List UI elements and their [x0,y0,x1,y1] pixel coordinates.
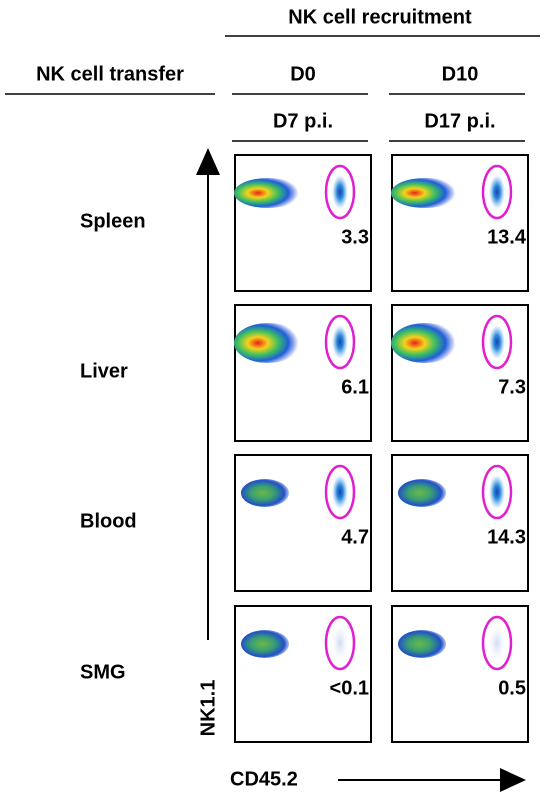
arrow-head [196,148,220,175]
gated-population [332,325,348,359]
gate-value: 4.7 [341,526,369,548]
gated-population [332,175,348,209]
population [398,479,446,507]
gate-value: 14.3 [487,526,526,548]
gate [481,314,513,370]
time-label: D7 p.i. [273,110,333,132]
tissue-label: SMG [80,661,126,683]
plot-frame [391,454,529,592]
gated-population [489,325,505,359]
plot-frame [234,605,372,743]
treatment-label: D10 [442,63,479,85]
time-label: D17 p.i. [424,110,495,132]
recruitment-title: NK cell recruitment [288,6,472,28]
x-axis-label: CD45.2 [230,768,298,790]
gate [481,615,513,671]
gated-population [332,475,348,509]
gated-population [489,475,505,509]
plot-frame [234,154,372,292]
tissue-label: Liver [80,360,128,382]
population [391,178,459,208]
gate-value: 6.1 [341,376,369,398]
population [241,630,289,658]
arrow-head [500,768,526,792]
y-axis-label: NK1.1 [197,680,219,737]
plot-frame [234,454,372,592]
gated-population [332,626,348,660]
population [398,630,446,658]
transfer-title: NK cell transfer [36,63,184,85]
gate [324,464,356,520]
population [241,479,289,507]
population [234,178,302,208]
gate [324,615,356,671]
gate [324,164,356,220]
tissue-label: Blood [80,510,137,532]
treatment-label: D0 [290,63,316,85]
gate [481,164,513,220]
gate [481,464,513,520]
population [234,323,302,363]
tissue-label: Spleen [80,210,146,232]
plot-frame [391,605,529,743]
gate-value: <0.1 [330,677,369,699]
gate-value: 3.3 [341,226,369,248]
gate-value: 0.5 [498,677,526,699]
gated-population [489,626,505,660]
population [391,323,459,363]
gated-population [489,175,505,209]
plot-frame [391,154,529,292]
gate-value: 13.4 [487,226,527,248]
gate-value: 7.3 [498,376,526,398]
gate [324,314,356,370]
